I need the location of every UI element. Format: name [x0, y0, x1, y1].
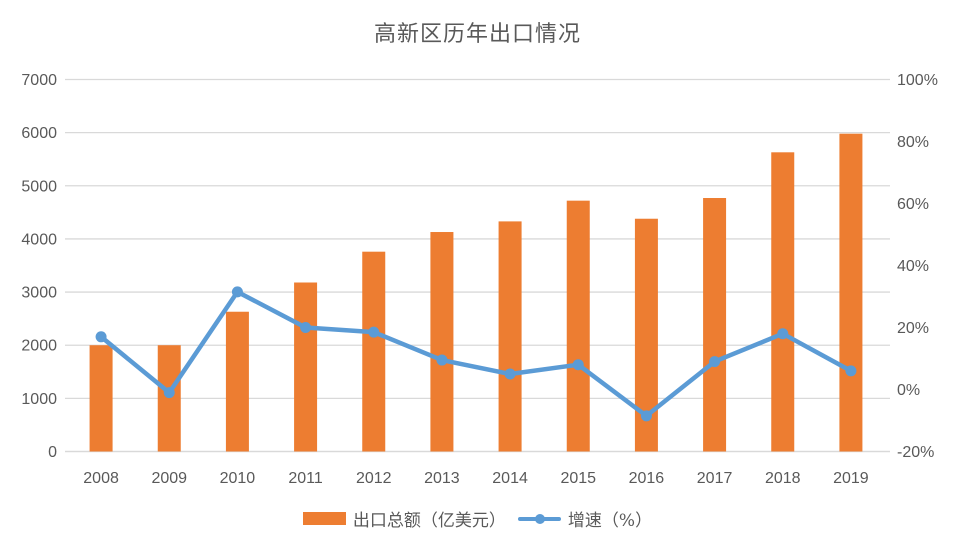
x-axis-label-2010: 2010: [220, 470, 256, 487]
x-axis-label-2015: 2015: [560, 470, 596, 487]
legend: 出口总额（亿美元） 增速（%）: [0, 506, 955, 531]
growth-point-2018: [777, 328, 789, 340]
x-axis-label-2016: 2016: [629, 470, 665, 487]
bar-2012: [362, 251, 386, 452]
bar-2008: [89, 345, 113, 452]
legend-exports-label: 出口总额（亿美元）: [352, 511, 506, 531]
right-axis-tick: 60%: [897, 196, 929, 213]
left-axis-tick: 7000: [21, 72, 57, 89]
x-axis-label-2017: 2017: [697, 470, 733, 487]
chart-title: 高新区历年出口情况: [373, 22, 581, 47]
right-axis-tick: 0%: [897, 382, 920, 399]
growth-point-2010: [231, 286, 243, 298]
bar-2016: [634, 218, 658, 452]
bar-2015: [566, 200, 590, 452]
growth-point-2011: [300, 322, 312, 333]
left-axis-tick: 6000: [21, 125, 57, 142]
x-axis-label-2012: 2012: [356, 470, 392, 487]
left-axis-tick: 1000: [21, 391, 57, 408]
right-axis-tick: 100%: [897, 72, 938, 89]
bar-2010: [225, 311, 249, 452]
x-axis-label-2008: 2008: [83, 470, 119, 487]
legend-line-marker-dot: [534, 513, 545, 524]
growth-point-2016: [640, 410, 652, 422]
legend-item-exports: 出口总额（亿美元）: [302, 506, 506, 531]
legend-line-swatch: [517, 513, 561, 524]
left-axis-tick: 3000: [21, 285, 57, 302]
growth-line: [98, 289, 854, 419]
growth-point-2008: [95, 331, 107, 343]
left-axis-tick: 5000: [21, 178, 57, 195]
right-axis-tick: 20%: [897, 320, 929, 337]
growth-point-2015: [572, 359, 584, 371]
bar-2017: [703, 198, 727, 452]
growth-point-2017: [709, 356, 721, 368]
bar-2009: [157, 345, 181, 452]
bar-2014: [498, 221, 522, 452]
right-axis-tick: -20%: [897, 444, 934, 461]
right-axis-tick: 40%: [897, 258, 929, 275]
legend-item-growth: 增速（%）: [517, 506, 653, 531]
left-axis-tick: 4000: [21, 231, 57, 248]
x-axis-label-2018: 2018: [765, 470, 801, 487]
growth-point-2019: [845, 365, 857, 377]
x-axis-label-2019: 2019: [833, 470, 869, 487]
growth-point-2012: [368, 326, 380, 338]
right-axis-tick: 80%: [897, 134, 929, 151]
bar-2018: [771, 152, 795, 452]
x-axis-label-2014: 2014: [492, 470, 528, 487]
legend-bar-swatch: [302, 512, 346, 525]
bar-2013: [430, 232, 454, 452]
legend-growth-label: 增速（%）: [567, 511, 653, 531]
x-axis-label-2009: 2009: [151, 470, 187, 487]
growth-point-2014: [504, 368, 516, 380]
x-axis-label-2013: 2013: [424, 470, 460, 487]
growth-point-2009: [163, 387, 175, 399]
left-axis-tick: 0: [48, 444, 57, 461]
growth-point-2013: [436, 354, 448, 366]
bar-2019: [839, 133, 863, 452]
x-axis-label-2011: 2011: [288, 470, 323, 487]
bar-2011: [294, 282, 318, 452]
left-axis-tick: 2000: [21, 338, 57, 355]
